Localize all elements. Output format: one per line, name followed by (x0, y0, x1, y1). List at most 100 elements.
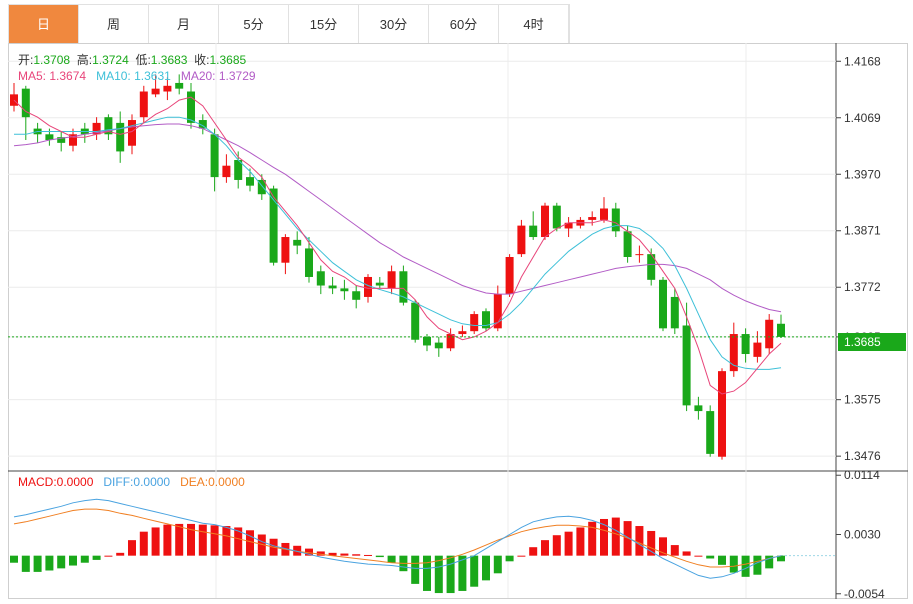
tab-3[interactable]: 5分 (219, 5, 289, 44)
chart-area: 1.4168 1.4069 1.3970 1.3871 1.3772 1.3685 1.35… (8, 43, 908, 601)
candle-body-36 (434, 342, 443, 349)
macd-bar-0 (10, 555, 18, 563)
candle-body-38 (458, 331, 467, 335)
dea-label: DEA: (180, 475, 209, 489)
timeframe-tabs: 日周月 5分 15分 30分 60分 4时 (8, 4, 570, 44)
open-value: 1.3708 (33, 53, 71, 67)
candle-body-1 (21, 88, 30, 118)
candle-body-4 (57, 137, 66, 143)
macd-bar-7 (92, 555, 101, 560)
candle-body-56 (670, 296, 679, 329)
macd-bar-46 (552, 535, 561, 556)
candle-body-26 (316, 271, 325, 286)
macd-bar-62 (741, 555, 750, 577)
macd-bar-28 (340, 553, 349, 556)
macd-bar-29 (352, 554, 361, 556)
macd-bar-49 (588, 521, 597, 556)
ma5-line (13, 96, 782, 395)
candle-body-17 (210, 134, 219, 178)
current-price-tag: 1.3685 (838, 333, 906, 351)
candle-body-7 (92, 122, 101, 135)
dea-value: 0.0000 (208, 475, 245, 489)
candle-body-39 (470, 314, 479, 332)
macd-bar-35 (423, 555, 431, 591)
macd-bar-63 (753, 555, 762, 575)
tab-0[interactable]: 日 (9, 5, 79, 44)
macd-bar-25 (305, 548, 313, 556)
macd-bar-56 (670, 545, 679, 556)
macd-bar-31 (375, 555, 384, 558)
ohlc-readout: 开:1.3708 高:1.3724 低:1.3683 收:1.3685 (18, 51, 246, 68)
macd-bar-12 (151, 527, 160, 556)
ma5-value: 1.3674 (49, 69, 87, 83)
macd-value: 0.0000 (56, 475, 94, 489)
macd-bar-6 (80, 555, 89, 563)
diff-label: DIFF: (103, 475, 134, 489)
candle-body-40 (482, 311, 490, 329)
candle-body-15 (187, 91, 195, 123)
dea-line (13, 508, 782, 568)
ma5-label: MA5: (18, 69, 47, 83)
candle-body-54 (647, 254, 656, 280)
macd-bar-10 (128, 540, 136, 556)
candle-body-20 (246, 177, 254, 186)
low-label: 低: (135, 53, 151, 67)
candle-body-14 (175, 82, 184, 89)
tab-1[interactable]: 周 (79, 5, 149, 44)
macd-bar-4 (57, 555, 66, 569)
macd-bar-24 (293, 545, 302, 556)
tab-4[interactable]: 15分 (289, 5, 359, 44)
ma20-line (13, 123, 782, 313)
tab-7[interactable]: 4时 (499, 5, 569, 44)
macd-bar-59 (706, 555, 715, 559)
macd-bar-55 (659, 537, 667, 556)
macd-bar-57 (682, 551, 691, 556)
price-tick-label-3: 1.3871 (844, 224, 881, 238)
candle-body-47 (564, 222, 573, 229)
candle-body-5 (69, 134, 77, 146)
candle-body-31 (375, 282, 384, 286)
candle-body-30 (364, 276, 372, 297)
macd-bar-20 (246, 530, 254, 556)
candle-body-19 (234, 159, 243, 180)
macd-bar-65 (777, 555, 785, 562)
candle-body-12 (151, 88, 160, 95)
macd-bar-40 (482, 555, 490, 581)
macd-bar-41 (493, 555, 502, 574)
candle-body-24 (293, 239, 302, 246)
candle-body-3 (45, 134, 54, 141)
macd-bar-16 (198, 524, 207, 556)
price-tick-label-4: 1.3772 (844, 280, 881, 294)
price-tick-label-0: 1.4168 (844, 54, 881, 68)
tab-2[interactable]: 月 (149, 5, 219, 44)
macd-bar-53 (635, 526, 644, 556)
macd-bar-19 (234, 527, 243, 556)
close-value: 1.3685 (209, 53, 247, 67)
macd-bar-45 (541, 540, 549, 556)
tab-6[interactable]: 60分 (429, 5, 499, 44)
macd-bar-15 (187, 523, 195, 556)
macd-bar-54 (647, 530, 656, 556)
candle-body-35 (423, 336, 431, 346)
price-tick-label-2: 1.3970 (844, 167, 881, 181)
candle-body-42 (505, 257, 514, 295)
candle-body-22 (269, 188, 278, 263)
ma10-value: 1.3631 (134, 69, 171, 83)
candle-body-41 (493, 294, 502, 329)
macd-bar-42 (505, 555, 514, 562)
candle-body-28 (340, 288, 349, 292)
candle-body-50 (600, 208, 608, 220)
price-tick-label-1: 1.4069 (844, 111, 881, 125)
candle-body-58 (694, 405, 703, 412)
macd-bar-44 (529, 547, 538, 556)
candle-body-9 (116, 122, 125, 152)
candle-body-33 (399, 271, 408, 303)
macd-bar-64 (765, 555, 774, 569)
macd-bar-48 (576, 527, 585, 556)
macd-bar-9 (116, 552, 125, 556)
tab-5[interactable]: 30分 (359, 5, 429, 44)
candle-body-52 (623, 231, 632, 257)
macd-tick-label-2: -0.0054 (844, 587, 885, 599)
macd-bar-18 (222, 526, 231, 556)
candle-body-55 (659, 279, 667, 329)
